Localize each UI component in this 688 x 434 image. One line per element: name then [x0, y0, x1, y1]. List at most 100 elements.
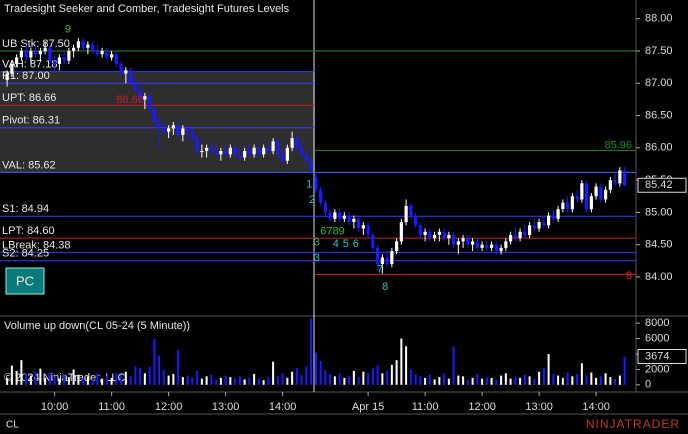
candle-body — [404, 205, 408, 223]
volume-bar — [129, 376, 132, 385]
x-tick-label: 12:00 — [468, 401, 496, 413]
candle-body — [442, 231, 446, 239]
candle-body — [551, 215, 555, 219]
volume-bar — [457, 375, 460, 385]
candle-body — [114, 54, 118, 64]
seeker-count: 4 — [333, 238, 339, 250]
candle-body — [53, 60, 57, 64]
volume-bar — [172, 374, 175, 385]
volume-bar — [580, 363, 583, 385]
volume-bar — [167, 375, 170, 385]
volume-bar — [343, 377, 346, 385]
x-tick-label: 10:00 — [41, 401, 69, 413]
seeker-count: 7 — [377, 264, 383, 276]
candle-body — [285, 147, 289, 161]
volume-bar — [262, 380, 265, 385]
volume-bar — [433, 379, 436, 385]
candle-body — [433, 234, 437, 239]
volume-bar — [191, 377, 194, 385]
volume-bar — [528, 376, 531, 385]
candle-body — [547, 215, 551, 226]
y-tick-label: 86.50 — [645, 109, 673, 121]
last-volume-box — [637, 349, 687, 365]
volume-bar — [538, 371, 541, 385]
candle-body — [81, 41, 85, 48]
candle-body — [537, 222, 541, 229]
volume-bar — [376, 365, 379, 385]
volume-bar — [614, 378, 617, 385]
seeker-count: 6 — [353, 238, 359, 250]
volume-bar — [623, 356, 626, 385]
candle-body — [124, 70, 128, 74]
candle-body — [152, 109, 156, 122]
volume-bar — [243, 379, 246, 385]
candle-body — [342, 215, 346, 219]
volume-bar — [34, 371, 37, 385]
candle-body — [314, 176, 318, 190]
y-tick-label: 85.00 — [645, 206, 673, 218]
volume-bar — [476, 374, 479, 385]
candle-body — [428, 231, 432, 239]
volume-bar — [238, 376, 241, 385]
y-tick-label: 87.00 — [645, 77, 673, 89]
volume-bar — [281, 373, 284, 385]
volume-tick-label: 2000 — [645, 363, 669, 375]
candle-body — [423, 231, 427, 235]
volume-bar — [381, 373, 384, 385]
candle-body — [5, 73, 9, 81]
candle-body — [186, 128, 190, 132]
volume-bar — [295, 367, 298, 385]
candle-body — [133, 83, 137, 90]
candle-body — [618, 170, 622, 184]
level-label: 85.96 — [604, 139, 632, 151]
candle-body — [228, 147, 232, 155]
volume-bar — [485, 377, 488, 385]
candle-body — [205, 147, 209, 152]
candle-body — [157, 121, 161, 129]
volume-bar — [338, 373, 341, 385]
volume-bar — [96, 373, 99, 385]
x-tick-label: 14:00 — [269, 401, 297, 413]
candle-body — [43, 47, 47, 51]
candle-body — [110, 54, 114, 58]
volume-tick-label: 0 — [645, 379, 651, 391]
candle-body — [209, 147, 213, 152]
candle-body — [604, 189, 608, 200]
volume-bar — [257, 378, 260, 385]
volume-bar — [39, 368, 42, 385]
volume-bar — [604, 373, 607, 385]
x-tick-label: 11:00 — [412, 401, 439, 413]
candle-body — [447, 234, 451, 239]
volume-bar — [462, 376, 465, 385]
candle-body — [295, 138, 299, 148]
level-label: UPT: 86.66 — [2, 92, 56, 104]
volume-bar — [324, 370, 327, 385]
candle-body — [566, 202, 570, 210]
volume-bar — [276, 376, 279, 385]
candle-body — [162, 128, 166, 132]
pc-button-label[interactable]: PC — [16, 273, 34, 288]
candle-body — [319, 189, 323, 203]
candle-body — [300, 147, 304, 155]
x-tick-label: 14:00 — [582, 401, 610, 413]
level-label: S2: 84.25 — [2, 248, 49, 260]
candle-body — [304, 154, 308, 161]
candle-body — [594, 186, 598, 197]
volume-bar — [509, 378, 512, 385]
volume-bar — [267, 377, 270, 385]
pc-button[interactable] — [5, 267, 45, 295]
level-label: LPT: 84.60 — [2, 225, 55, 237]
volume-bar — [409, 369, 412, 385]
candle-body — [585, 183, 589, 210]
volume-bar — [153, 338, 156, 385]
volume-bar — [519, 377, 522, 385]
chart-title: Tradesight Seeker and Comber, Tradesight… — [4, 3, 290, 15]
candle-body — [195, 138, 199, 152]
candle-body — [532, 225, 536, 229]
candle-body — [309, 160, 313, 171]
candle-body — [475, 241, 479, 248]
volume-bar — [419, 376, 422, 385]
volume-bar — [105, 375, 108, 385]
volume-bar — [91, 379, 94, 385]
